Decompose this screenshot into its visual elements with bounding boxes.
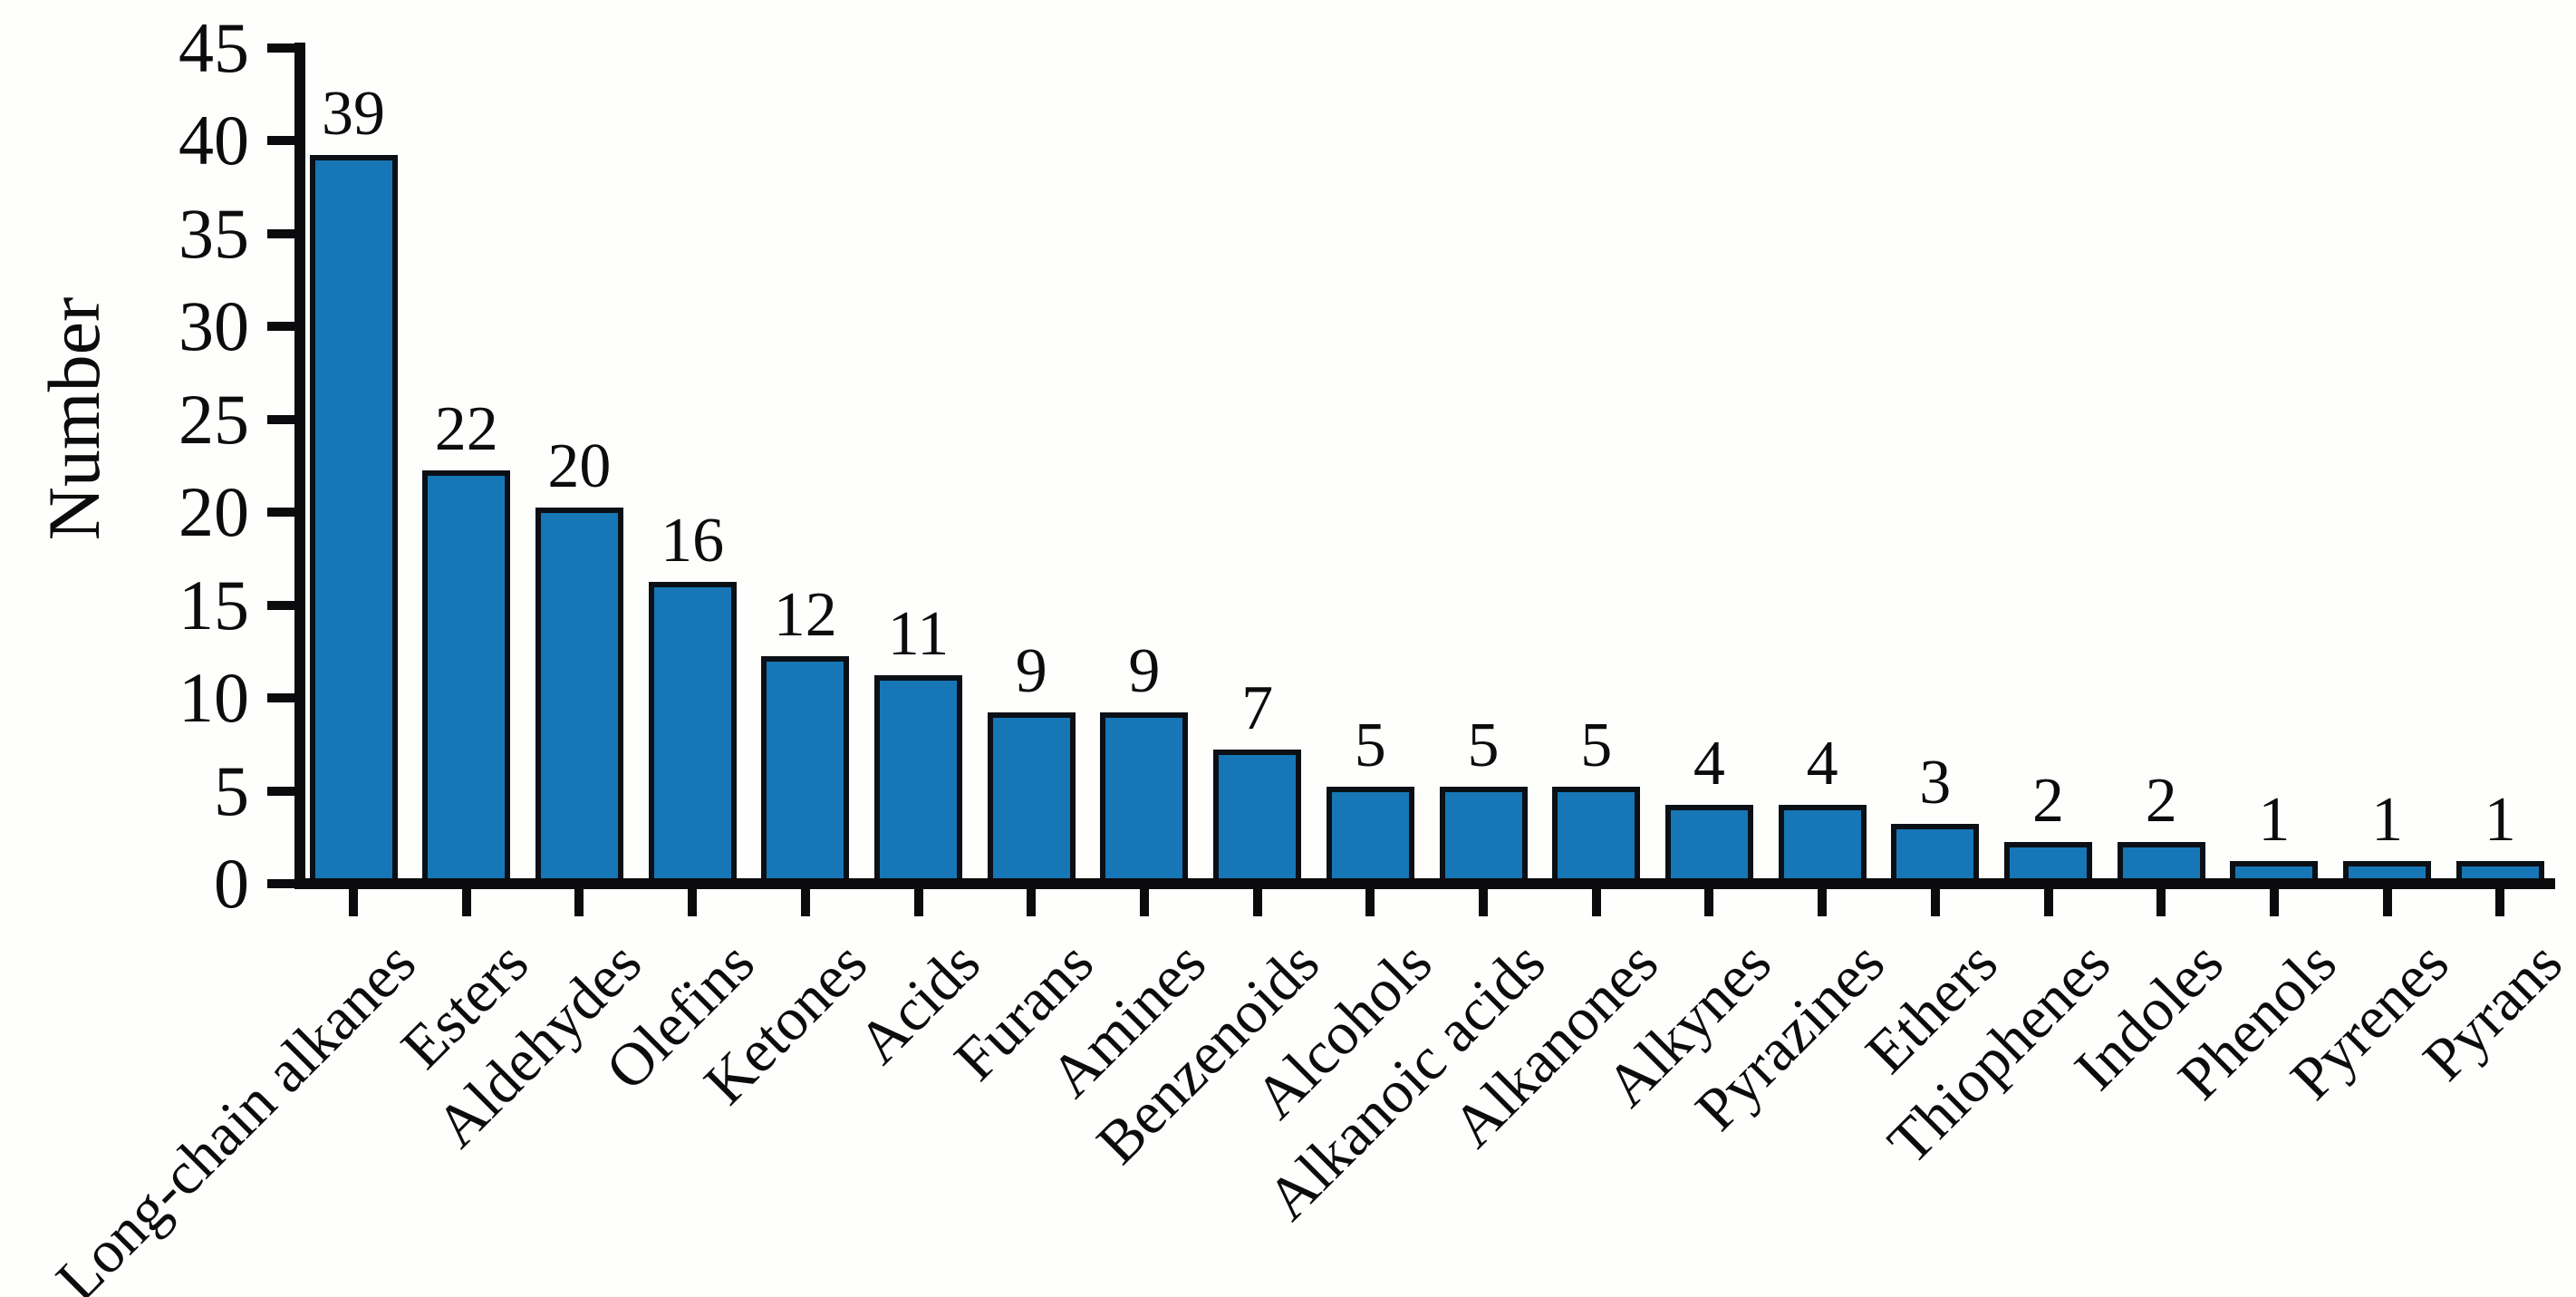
bar	[309, 154, 398, 888]
x-tick	[913, 889, 923, 916]
x-tick	[1252, 889, 1262, 916]
y-tick-label: 5	[214, 750, 249, 830]
x-tick	[1479, 889, 1488, 916]
x-tick	[800, 889, 810, 916]
bar-value-label: 5	[1580, 710, 1613, 780]
y-tick-label: 10	[178, 658, 249, 737]
y-tick	[267, 43, 294, 53]
bar	[1213, 749, 1302, 888]
y-tick-label: 25	[178, 379, 249, 459]
y-axis-line	[294, 42, 305, 889]
bar-value-label: 9	[1128, 635, 1161, 706]
bar-value-label: 4	[1693, 729, 1725, 799]
y-tick	[267, 414, 294, 424]
y-tick-label: 45	[178, 7, 249, 87]
bar-value-label: 1	[2484, 784, 2516, 855]
bar-value-label: 5	[1467, 710, 1500, 780]
y-tick-label: 0	[214, 844, 249, 923]
x-tick	[2043, 889, 2053, 916]
x-axis-line	[294, 878, 2555, 889]
y-tick	[267, 693, 294, 702]
x-tick	[2495, 889, 2505, 916]
y-axis-title: Number	[33, 296, 115, 541]
bar-value-label: 12	[773, 580, 837, 650]
bar	[648, 582, 737, 888]
x-tick	[574, 889, 584, 916]
y-tick	[267, 786, 294, 796]
bar-value-label: 22	[434, 394, 498, 464]
y-tick	[267, 879, 294, 888]
bar	[1552, 786, 1641, 888]
x-tick	[1818, 889, 1828, 916]
bar	[1439, 786, 1528, 888]
bar-value-label: 11	[887, 598, 950, 669]
bar	[535, 508, 623, 888]
x-tick	[1027, 889, 1037, 916]
y-tick-label: 15	[178, 565, 249, 644]
y-tick-label: 30	[178, 286, 249, 365]
x-tick	[1704, 889, 1714, 916]
y-tick-label: 20	[178, 472, 249, 551]
x-tick	[688, 889, 698, 916]
bar-value-label: 7	[1241, 673, 1274, 743]
x-tick	[1139, 889, 1149, 916]
bar-value-label: 5	[1354, 710, 1386, 780]
bar-value-label: 3	[1919, 747, 1952, 818]
y-tick-label: 35	[178, 193, 249, 273]
y-tick	[267, 508, 294, 517]
bar-value-label: 39	[322, 78, 385, 149]
bar	[1664, 805, 1753, 888]
y-tick	[267, 322, 294, 331]
bar-value-label: 2	[2145, 766, 2177, 836]
bar	[1100, 711, 1189, 888]
bar-value-label: 1	[2371, 784, 2404, 855]
bar-value-label: 1	[2258, 784, 2291, 855]
x-tick	[349, 889, 358, 916]
bar-value-label: 4	[1806, 729, 1838, 799]
y-tick-label: 40	[178, 101, 249, 179]
x-tick-label: Long-chain alkanes	[43, 929, 429, 1297]
x-tick	[1930, 889, 1940, 916]
bar	[1326, 786, 1414, 888]
y-tick	[267, 136, 294, 145]
x-tick	[1365, 889, 1375, 916]
bar	[987, 711, 1076, 888]
x-tick	[1591, 889, 1601, 916]
x-tick	[2382, 889, 2392, 916]
bar-value-label: 2	[2032, 766, 2064, 836]
y-tick	[267, 600, 294, 610]
bar-value-label: 20	[547, 431, 612, 501]
x-tick	[2269, 889, 2279, 916]
bar	[874, 674, 962, 888]
bar-value-label: 16	[661, 506, 725, 576]
bar	[422, 470, 511, 888]
x-tick	[461, 889, 471, 916]
x-tick	[2156, 889, 2166, 916]
bar-value-label: 9	[1015, 635, 1047, 706]
bar	[761, 656, 850, 888]
y-tick	[267, 228, 294, 238]
